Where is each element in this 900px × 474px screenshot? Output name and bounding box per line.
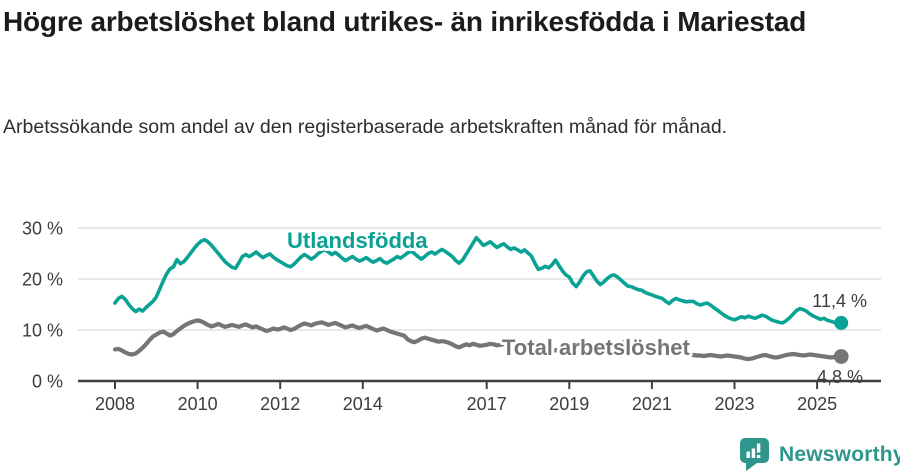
chart-subtitle: Arbetssökande som andel av den registerb… — [3, 116, 728, 138]
y-tick-label-0: 0 % — [32, 372, 63, 392]
newsworthy-wordmark: Newsworthy — [779, 442, 900, 466]
x-tick-label: 2008 — [95, 394, 135, 414]
y-tick-label-20: 20 % — [22, 270, 63, 290]
x-tick-label: 2025 — [797, 394, 837, 414]
series-endpoint-utlandsfodda — [834, 315, 849, 330]
end-value-label-utlandsfodda: 11,4 % — [812, 291, 867, 311]
newsworthy-logo: Newsworthy — [739, 437, 900, 472]
series-line-total — [112, 318, 844, 362]
x-tick-label: 2014 — [343, 394, 383, 414]
x-axis-ticks — [114, 381, 819, 389]
x-tick-label: 2021 — [632, 394, 672, 414]
series-label-total: Total arbetslöshet — [502, 335, 691, 360]
series-endpoint-total — [833, 349, 849, 364]
x-tick-label: 2012 — [260, 394, 300, 414]
x-tick-label: 2019 — [549, 394, 589, 414]
y-tick-label-10: 10 % — [22, 321, 63, 341]
bar-chart-speech-bubble-icon — [740, 438, 769, 471]
y-tick-label-30: 30 % — [22, 219, 63, 239]
x-tick-label: 2010 — [178, 394, 218, 414]
x-tick-label: 2017 — [467, 394, 507, 414]
x-tick-label: 2023 — [714, 394, 754, 414]
chart-title: Högre arbetslöshet bland utrikes- än inr… — [3, 6, 807, 37]
series-line-utlandsfodda — [113, 235, 844, 326]
end-value-label-total: 4,8 % — [817, 367, 863, 387]
series-label-utlandsfodda: Utlandsfödda — [287, 228, 428, 253]
